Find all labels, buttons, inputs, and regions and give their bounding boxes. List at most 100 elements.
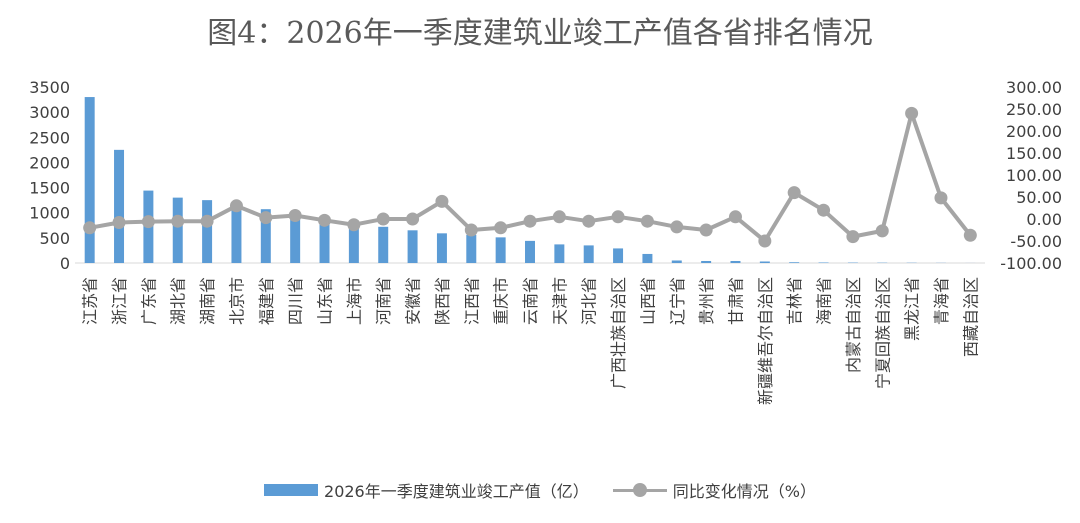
bar [525, 240, 535, 263]
line-point [141, 215, 155, 229]
line-point [875, 224, 889, 238]
line-point [229, 199, 243, 213]
line-point [552, 210, 566, 224]
line-point [787, 186, 801, 200]
y-right-tick-label: 0.00 [1026, 210, 1062, 229]
bar [260, 209, 271, 263]
bar [290, 213, 301, 263]
axes: 0 500 1000 1500 2000 2500 3000 3500 -100.00 -50.0… [29, 78, 1062, 273]
bar [84, 97, 95, 263]
y-right-tick-label: 50.00 [1016, 188, 1062, 207]
bar [671, 260, 682, 263]
bar-series [84, 97, 976, 263]
line-point [112, 216, 126, 230]
line-point [728, 210, 742, 224]
y-left-tick-label: 1500 [29, 179, 70, 198]
legend-bar-label: 2026年一季度建筑业竣工产值（亿） [324, 482, 589, 501]
line-point [347, 218, 361, 232]
legend-bar-swatch [264, 484, 319, 496]
legend-item-line: 同比变化情况（%） [612, 478, 816, 502]
x-tick-label: 西藏自治区 [961, 277, 980, 357]
bar [759, 261, 770, 263]
legend-item-bar: 2026年一季度建筑业竣工产值（亿） [264, 478, 589, 502]
x-tick-label: 甘肃省 [726, 277, 745, 325]
line-series [83, 106, 977, 248]
y-left-tick-label: 500 [39, 229, 70, 248]
bar [554, 244, 565, 263]
line-point [582, 214, 596, 228]
bar [172, 197, 183, 263]
x-tick-label: 广东省 [139, 277, 158, 325]
bar [583, 245, 594, 263]
x-tick-label: 四川省 [286, 277, 305, 325]
line-point [464, 223, 478, 237]
bar [642, 253, 653, 263]
x-tick-label: 内蒙古自治区 [844, 277, 863, 373]
x-tick-label: 海南省 [815, 277, 834, 325]
x-tick-label: 福建省 [257, 277, 276, 325]
line-point [318, 213, 332, 227]
x-tick-label: 云南省 [521, 277, 540, 325]
line-point [171, 214, 185, 228]
bar [319, 218, 330, 263]
x-tick-label: 安徽省 [404, 277, 423, 325]
x-tick-label: 北京市 [227, 277, 246, 325]
line-point [846, 230, 860, 244]
y-right-tick-label: -50.00 [1010, 232, 1062, 251]
y-left-tick-label: 1000 [29, 204, 70, 223]
bar [730, 260, 741, 263]
x-tick-label: 山西省 [638, 277, 657, 325]
line-point [611, 210, 625, 224]
line-point [963, 228, 977, 242]
x-tick-label: 湖北省 [169, 277, 188, 325]
line-point [699, 223, 713, 237]
y-left-tick-label: 2000 [29, 153, 70, 172]
bar [202, 200, 213, 263]
category-labels: 江苏省 浙江省 广东省 湖北省 湖南省 北京市 福建省 四川省 山东省 上海市 河南省 安徽省 陕西省江… [81, 277, 981, 405]
x-tick-label: 河北省 [580, 277, 599, 325]
x-tick-label: 新疆维吾尔自治区 [756, 277, 775, 405]
x-tick-label: 山东省 [316, 277, 335, 325]
x-tick-label: 上海市 [345, 277, 364, 325]
line-point [259, 211, 273, 225]
y-right-tick-label: -100.00 [1000, 254, 1062, 273]
line-point [200, 214, 214, 228]
x-tick-label: 宁夏回族自治区 [873, 277, 892, 389]
x-tick-label: 江苏省 [81, 277, 100, 325]
x-tick-label: 广西壮族自治区 [609, 277, 628, 389]
line-point [640, 214, 654, 228]
x-tick-label: 天津市 [550, 277, 569, 325]
x-tick-label: 辽宁省 [668, 277, 687, 325]
x-tick-label: 湖南省 [198, 277, 217, 325]
line-point [758, 234, 772, 248]
x-tick-label: 江西省 [462, 277, 481, 325]
x-tick-label: 黑龙江省 [903, 277, 922, 341]
bar [407, 230, 418, 263]
y-right-tick-label: 250.00 [1006, 100, 1062, 119]
y-left-tick-label: 3500 [29, 78, 70, 97]
bar [818, 262, 829, 263]
line-point [670, 220, 684, 234]
bar [466, 234, 477, 263]
x-tick-label: 吉林省 [785, 277, 804, 325]
x-tick-label: 陕西省 [433, 277, 452, 325]
line-point [523, 214, 537, 228]
x-tick-label: 贵州省 [697, 277, 716, 325]
line-point [494, 221, 508, 235]
line-point [288, 208, 302, 222]
y-left-tick-label: 0 [60, 254, 70, 273]
y-right-tick-label: 200.00 [1006, 122, 1062, 141]
line-point [905, 106, 919, 120]
line-point [376, 212, 390, 226]
bar [114, 149, 125, 263]
y-right-tick-label: 150.00 [1006, 144, 1062, 163]
bar [613, 248, 624, 263]
legend: 2026年一季度建筑业竣工产值（亿） 同比变化情况（%） [0, 478, 1080, 502]
y-left-tick-label: 2500 [29, 128, 70, 147]
line-point [817, 203, 831, 217]
y-right-tick-label: 100.00 [1006, 166, 1062, 185]
bar [701, 260, 712, 263]
y-right-tick-label: 300.00 [1006, 78, 1062, 97]
bar [378, 226, 389, 263]
bar [789, 262, 800, 263]
